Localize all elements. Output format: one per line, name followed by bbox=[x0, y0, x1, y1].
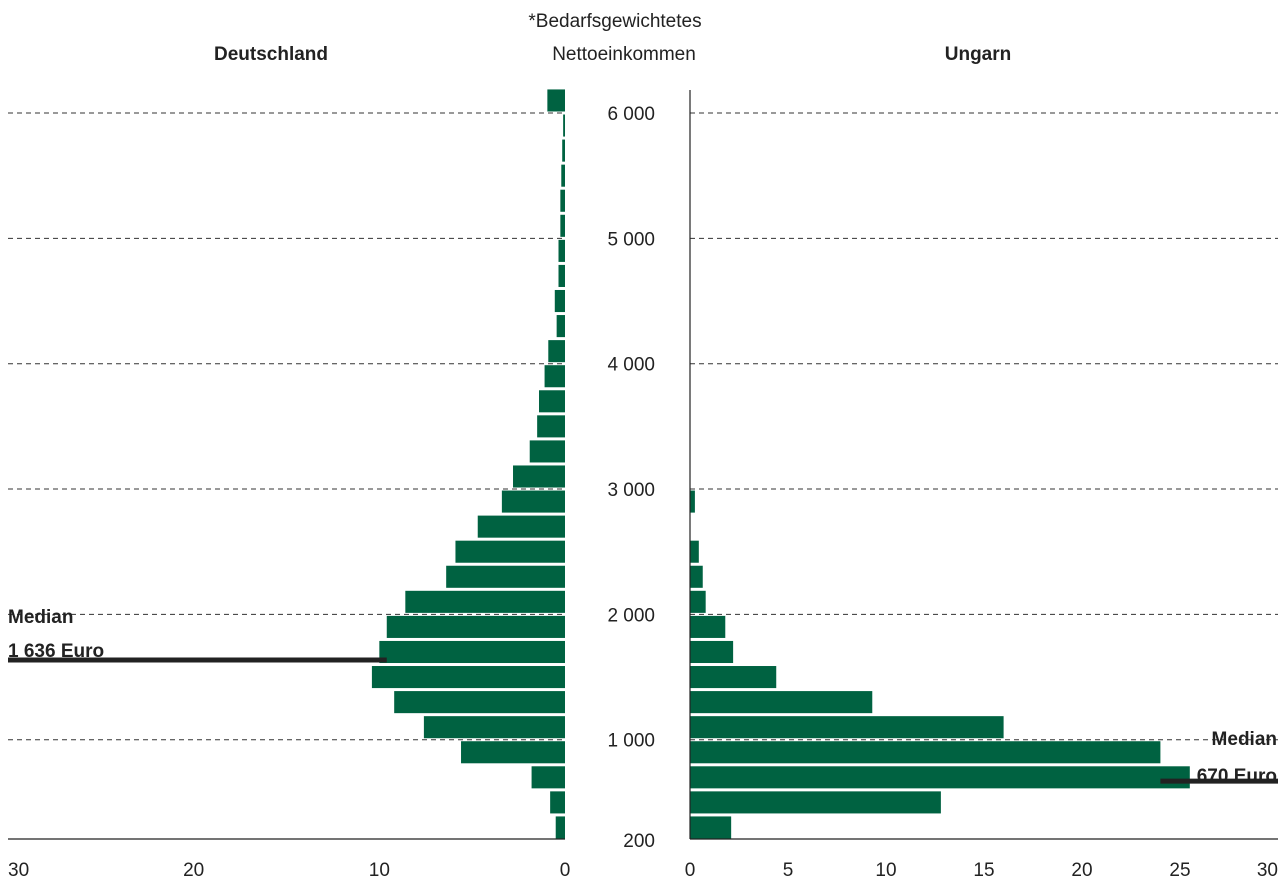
left-bar-6 bbox=[371, 666, 565, 689]
right-panel-title: Ungarn bbox=[945, 44, 1012, 65]
left-bar-16 bbox=[537, 415, 565, 438]
left-median-label: Median bbox=[8, 607, 73, 628]
y-tick-label-3000: 3 000 bbox=[607, 480, 655, 501]
y-tick-label-4000: 4 000 bbox=[607, 355, 655, 376]
left-bar-19 bbox=[548, 340, 565, 363]
right-x-tick-label-5: 5 bbox=[783, 860, 794, 881]
y-tick-label-1000: 1 000 bbox=[607, 731, 655, 752]
right-bar-5 bbox=[690, 691, 873, 714]
left-median-value: 1 636 Euro bbox=[8, 641, 104, 662]
left-bar-2 bbox=[531, 766, 565, 789]
histogram-bars bbox=[371, 89, 1190, 839]
left-bar-21 bbox=[554, 289, 565, 313]
right-bar-9 bbox=[690, 590, 706, 613]
note-line-2: Nettoeinkommen bbox=[552, 44, 696, 65]
right-bar-12 bbox=[690, 490, 695, 513]
left-bar-0 bbox=[555, 816, 565, 839]
left-bar-15 bbox=[529, 440, 565, 463]
right-bar-11 bbox=[690, 540, 699, 563]
left-bar-9 bbox=[405, 590, 565, 613]
left-bar-26 bbox=[561, 164, 565, 187]
right-bar-2 bbox=[690, 766, 1190, 789]
left-bar-29 bbox=[547, 89, 565, 112]
right-x-tick-label-25: 25 bbox=[1169, 860, 1190, 881]
right-bar-8 bbox=[690, 615, 726, 638]
left-x-tick-label-10: 10 bbox=[369, 860, 390, 881]
right-x-tick-label-30: 30 bbox=[1257, 860, 1278, 881]
left-bar-11 bbox=[455, 540, 565, 563]
right-bar-4 bbox=[690, 716, 1004, 739]
left-bar-5 bbox=[394, 691, 565, 714]
left-bar-4 bbox=[423, 716, 565, 739]
left-bar-22 bbox=[558, 264, 565, 287]
left-x-tick-label-30: 30 bbox=[8, 860, 29, 881]
right-bar-3 bbox=[690, 741, 1161, 764]
left-bar-27 bbox=[562, 139, 565, 162]
left-x-tick-label-20: 20 bbox=[183, 860, 204, 881]
left-bar-25 bbox=[560, 189, 565, 212]
left-panel-title: Deutschland bbox=[214, 44, 328, 65]
left-bar-18 bbox=[544, 365, 565, 388]
left-x-tick-label-0: 0 bbox=[560, 860, 571, 881]
left-bar-13 bbox=[501, 490, 565, 513]
right-bar-10 bbox=[690, 565, 703, 588]
left-bar-3 bbox=[461, 741, 565, 764]
left-bar-8 bbox=[386, 615, 565, 638]
right-bar-7 bbox=[690, 640, 734, 664]
right-bar-1 bbox=[690, 791, 941, 814]
right-x-tick-label-10: 10 bbox=[875, 860, 896, 881]
right-x-tick-label-15: 15 bbox=[973, 860, 994, 881]
left-bar-28 bbox=[563, 114, 565, 137]
left-bar-7 bbox=[379, 640, 565, 664]
left-bar-24 bbox=[560, 214, 565, 237]
y-tick-label-2000: 2 000 bbox=[607, 605, 655, 626]
right-x-tick-label-20: 20 bbox=[1071, 860, 1092, 881]
y-tick-label-200: 200 bbox=[623, 831, 655, 852]
note-line-1: *Bedarfsgewichtetes bbox=[528, 11, 701, 32]
y-tick-label-6000: 6 000 bbox=[607, 104, 655, 125]
y-tick-label-5000: 5 000 bbox=[607, 229, 655, 250]
right-x-tick-label-0: 0 bbox=[685, 860, 696, 881]
left-bar-14 bbox=[513, 465, 565, 488]
left-bar-23 bbox=[558, 239, 565, 262]
right-median-label: Median bbox=[1212, 729, 1277, 750]
left-bar-10 bbox=[446, 565, 565, 588]
gridlines bbox=[8, 112, 1278, 741]
left-bar-20 bbox=[556, 315, 565, 338]
left-bar-17 bbox=[539, 390, 565, 413]
right-bar-0 bbox=[690, 816, 732, 839]
left-bar-1 bbox=[550, 791, 565, 814]
left-bar-12 bbox=[477, 515, 565, 538]
right-median-value: 670 Euro bbox=[1197, 766, 1277, 787]
right-bar-6 bbox=[690, 666, 777, 689]
